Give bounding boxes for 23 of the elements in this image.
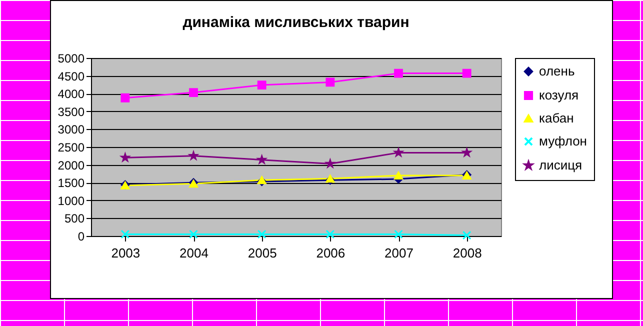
chart-title: динаміка мисливських тварин [182,14,410,31]
y-tick-label: 1500 [58,176,85,190]
x-tick-label: 2007 [384,246,414,260]
legend-label: муфлон [539,134,587,148]
y-tick-label: 1000 [58,194,85,208]
x-tick-label: 2003 [111,246,140,260]
y-tick-label: 3500 [58,104,85,119]
legend-label: кабан [539,110,574,126]
legend-label: козуля [539,88,579,102]
x-tick-label: 2004 [180,246,208,260]
legend-label: олень [539,64,575,78]
y-tick-label: 4500 [58,69,85,84]
x-tick-label: 2006 [316,246,346,260]
y-tick-label: 500 [64,212,85,226]
y-tick-label: 4000 [58,87,85,102]
y-tick-label: 2000 [58,158,85,172]
y-tick-label: 2500 [58,140,85,154]
y-tick-label: 3000 [58,122,85,137]
x-tick-label: 2005 [248,246,277,260]
x-tick-label: 2008 [452,246,482,260]
y-tick-label: 0 [78,230,85,244]
y-tick-label: 5000 [58,52,85,66]
legend-label: лисиця [539,158,582,172]
